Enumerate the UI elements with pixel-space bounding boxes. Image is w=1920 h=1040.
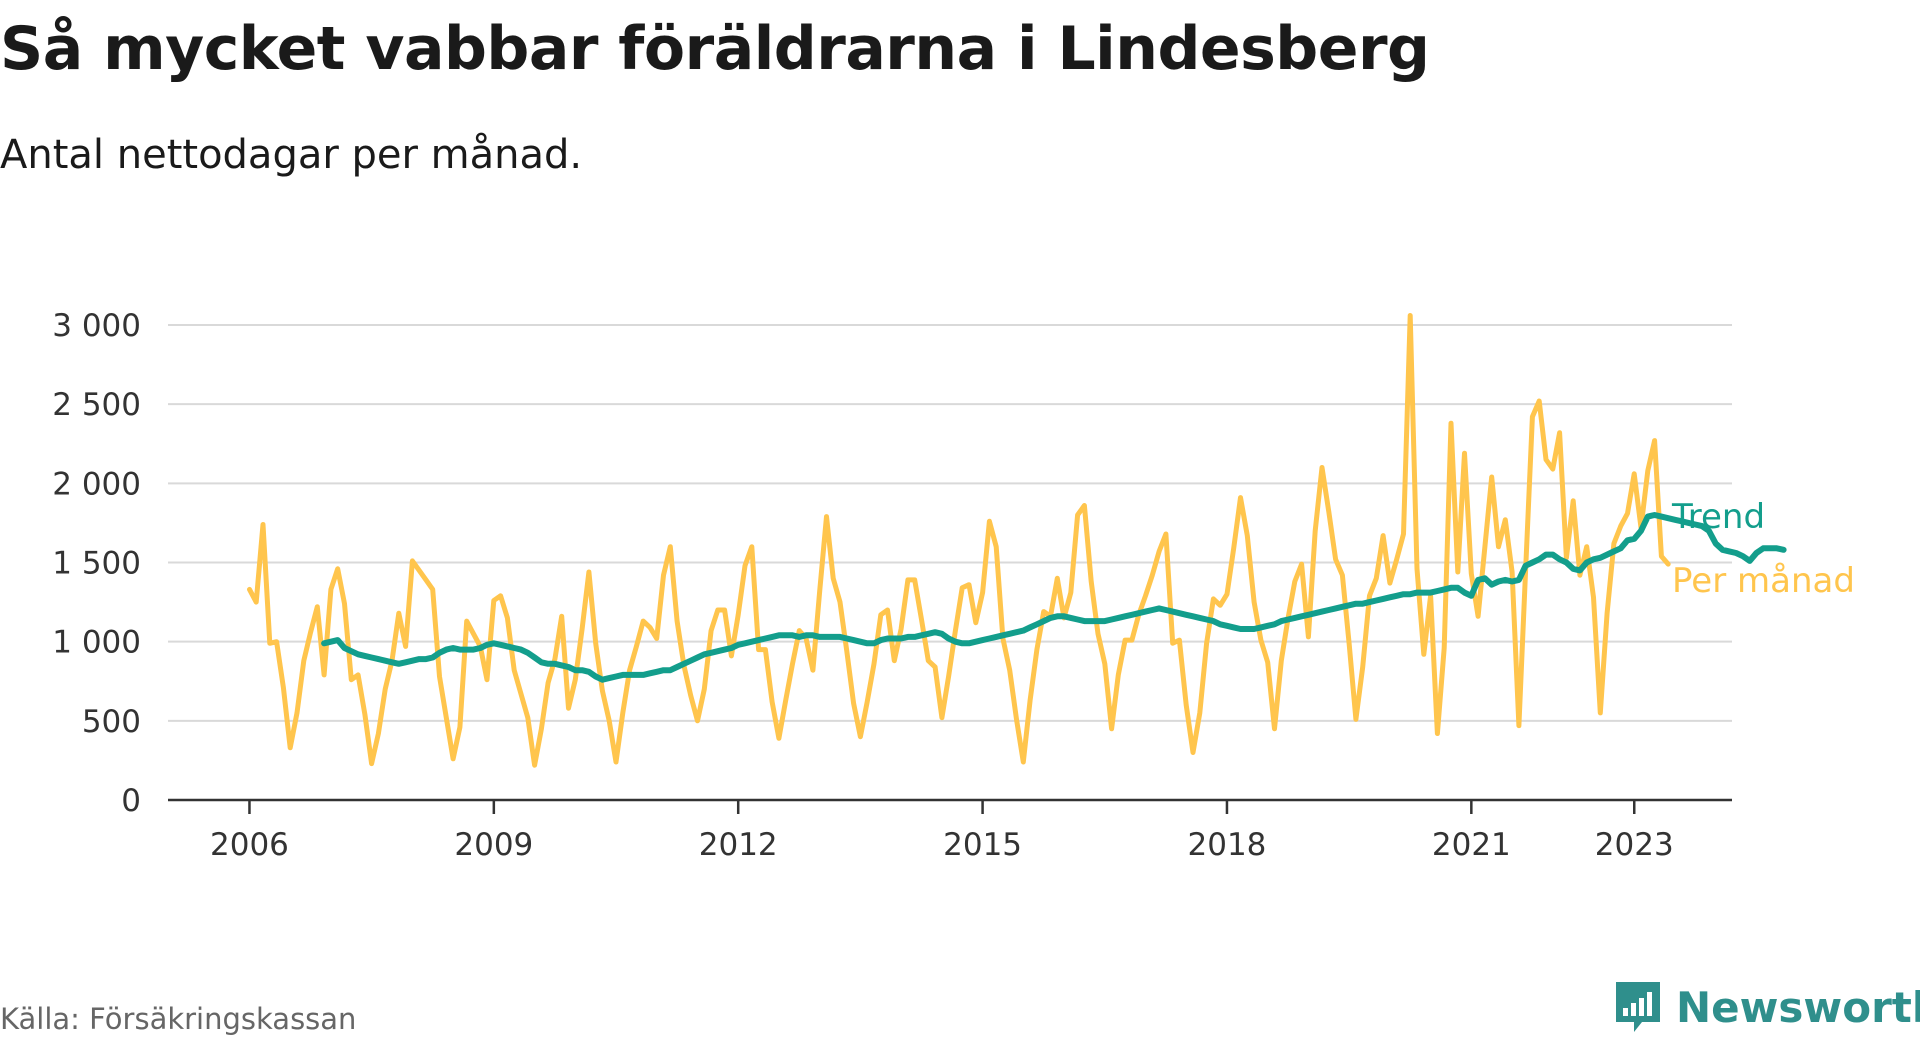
x-tick-label: 2018 xyxy=(1188,827,1267,863)
source-note: Källa: Försäkringskassan xyxy=(0,1002,357,1036)
x-tick-label: 2015 xyxy=(943,827,1022,863)
series-label-trend: Trend xyxy=(1671,497,1765,537)
series-line-monthly xyxy=(247,313,1671,768)
x-tick-label: 2021 xyxy=(1432,827,1511,863)
x-axis: 2006 2009 2012 2015 2018 2021 2023 xyxy=(168,798,1732,863)
y-tick-label: 2 000 xyxy=(52,466,141,502)
series-line-trend xyxy=(321,512,1787,683)
y-tick-label: 500 xyxy=(82,704,141,740)
x-tick-label: 2023 xyxy=(1595,827,1674,863)
y-tick-label: 2 500 xyxy=(52,387,141,423)
newsworthy-logo-icon xyxy=(1616,982,1660,1032)
chart-subtitle: Antal nettodagar per månad. xyxy=(0,132,583,178)
x-tick-label: 2006 xyxy=(210,827,289,863)
series-label-monthly: Per månad xyxy=(1672,561,1855,601)
x-tick-label: 2009 xyxy=(454,827,533,863)
chart-title: Så mycket vabbar föräldrarna i Lindesber… xyxy=(0,14,1430,84)
series-lines xyxy=(247,313,1787,768)
y-axis-ticks: 0 500 1 000 1 500 2 000 2 500 3 000 xyxy=(52,308,141,819)
y-tick-label: 0 xyxy=(121,783,141,819)
brand-logo[interactable]: Newsworthy xyxy=(1612,978,1920,1036)
series-labels: Per månad Trend xyxy=(1671,497,1855,601)
x-tick-label: 2012 xyxy=(699,827,778,863)
y-tick-label: 3 000 xyxy=(52,308,141,344)
y-tick-label: 1 500 xyxy=(52,546,141,582)
brand-name: Newsworthy xyxy=(1676,982,1920,1032)
y-tick-label: 1 000 xyxy=(52,625,141,661)
